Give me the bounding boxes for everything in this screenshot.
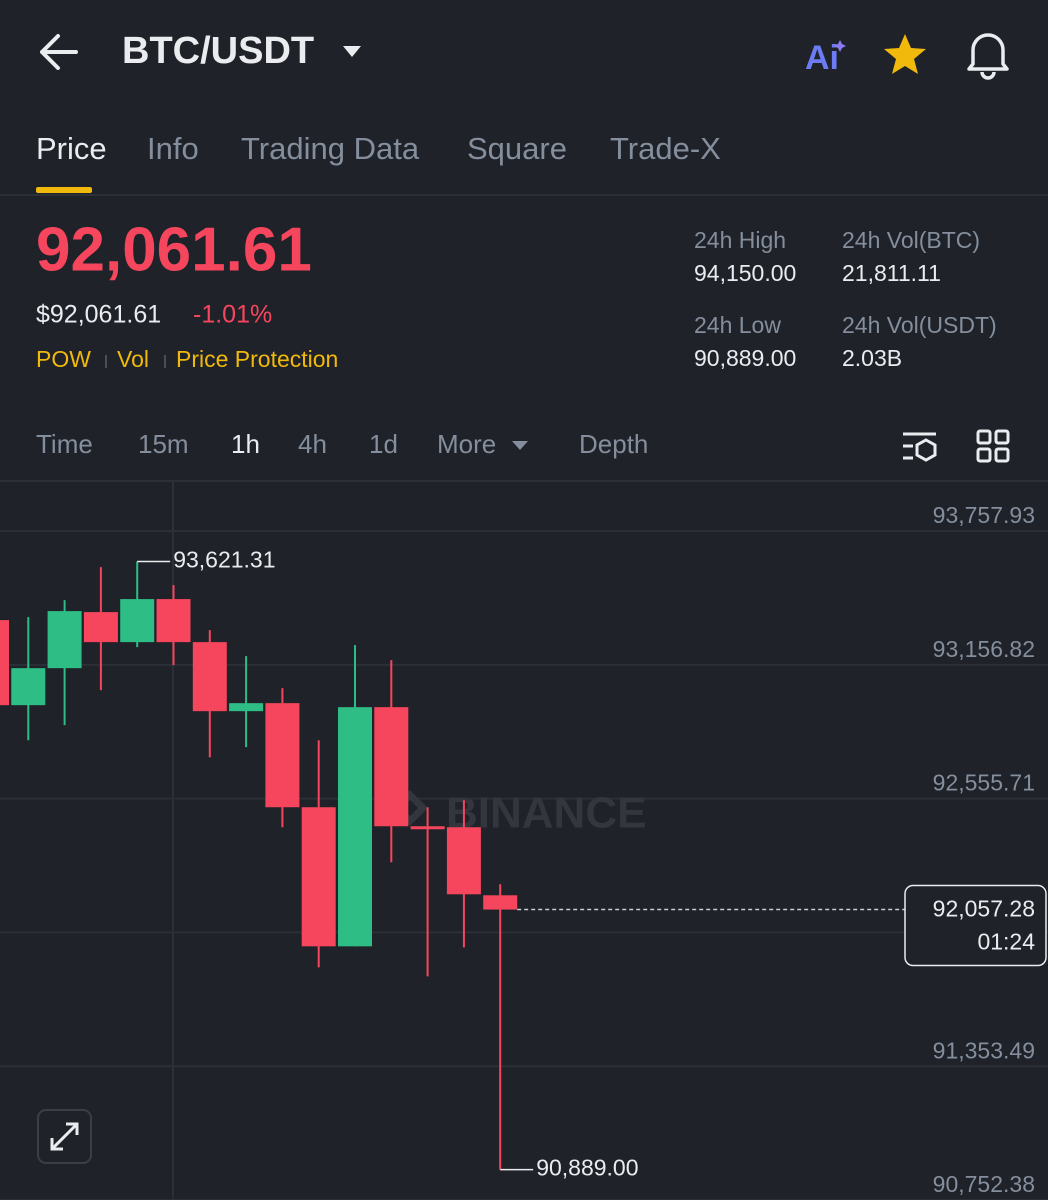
y-tick-label: 93,757.93 (933, 502, 1035, 528)
layout-button[interactable] (976, 429, 1010, 463)
y-tick-label: 93,156.82 (933, 636, 1035, 662)
settings-hex (915, 438, 937, 462)
timeframe[interactable]: 4h (298, 429, 327, 459)
timeframe[interactable]: 15m (138, 429, 189, 459)
candle-body (11, 668, 46, 706)
candle-body (229, 703, 264, 712)
candle-body (301, 807, 336, 947)
ai-sparkle (834, 40, 846, 52)
candle-body (47, 611, 82, 669)
low-marker-label: 90,889.00 (536, 1155, 638, 1181)
bell-icon (967, 33, 1009, 80)
price-change: -1.01% (193, 301, 272, 329)
candle-body (410, 826, 445, 830)
fullscreen-button[interactable] (37, 1109, 92, 1164)
stat-label: 24h Low (694, 312, 781, 338)
grid-cell (976, 447, 992, 463)
y-tick-label: 90,752.38 (933, 1171, 1035, 1197)
timeframe[interactable]: 1d (369, 429, 398, 459)
fullscreen-icon (50, 1122, 79, 1151)
candlestick-chart: 93,757.9393,156.8292,555.7191,954.6091,3… (0, 481, 1048, 1200)
stat-value: 21,811.11 (842, 260, 941, 286)
timeframe[interactable]: Depth (579, 429, 648, 459)
tab[interactable]: Square (467, 131, 567, 166)
indicator-settings[interactable] (903, 432, 937, 462)
candle-body (483, 895, 518, 910)
tag[interactable]: Price Protection (176, 346, 338, 372)
candle-body (265, 703, 300, 808)
pair-title[interactable]: BTC/USDT (122, 30, 314, 72)
fiat-price: $92,061.61 (36, 301, 161, 329)
timeframe[interactable]: 1h (231, 429, 260, 459)
countdown: 01:24 (977, 929, 1035, 955)
stat-label: 24h High (694, 227, 786, 253)
candle-body (338, 707, 372, 947)
last-price-box (904, 884, 1047, 967)
candle-body (446, 827, 481, 895)
candle-body (120, 599, 155, 643)
pair-caret[interactable] (343, 46, 361, 57)
timeframe[interactable]: More (437, 429, 496, 459)
tag[interactable]: Vol (117, 346, 149, 372)
tab[interactable]: Trade-X (610, 131, 721, 166)
grid-cell (994, 447, 1010, 463)
candle-body (156, 599, 191, 643)
active-tab-indicator (36, 187, 92, 193)
y-tick-label: 91,353.49 (933, 1037, 1035, 1063)
more-caret[interactable] (512, 441, 528, 450)
tab[interactable]: Info (147, 131, 199, 166)
back-arrow (40, 34, 78, 70)
candle-body (192, 642, 227, 712)
ai-button[interactable]: Ai (805, 39, 839, 77)
stat-label: 24h Vol(USDT) (842, 312, 997, 338)
stat-value: 2.03B (842, 345, 902, 371)
tag[interactable]: POW (36, 346, 91, 372)
favorite-star[interactable] (884, 34, 926, 74)
back-button[interactable] (40, 34, 78, 70)
last-price: 92,061.61 (36, 215, 312, 284)
grid-cell (976, 429, 992, 445)
stat-label: 24h Vol(BTC) (842, 227, 980, 253)
y-tick-label: 92,555.71 (933, 770, 1035, 796)
candle-body (0, 620, 9, 706)
tab[interactable]: Trading Data (241, 131, 420, 166)
grid-cell (994, 429, 1010, 445)
timeframe[interactable]: Time (36, 429, 93, 459)
high-marker-label: 93,621.31 (173, 547, 275, 573)
candle-body (83, 612, 118, 643)
notification-bell[interactable] (967, 33, 1009, 80)
candle-body (374, 707, 409, 827)
stat-value: 94,150.00 (694, 260, 796, 286)
tab[interactable]: Price (36, 131, 107, 166)
settings-lines (903, 432, 936, 460)
last-price-label: 92,057.28 (933, 896, 1035, 922)
stat-value: 90,889.00 (694, 345, 796, 371)
